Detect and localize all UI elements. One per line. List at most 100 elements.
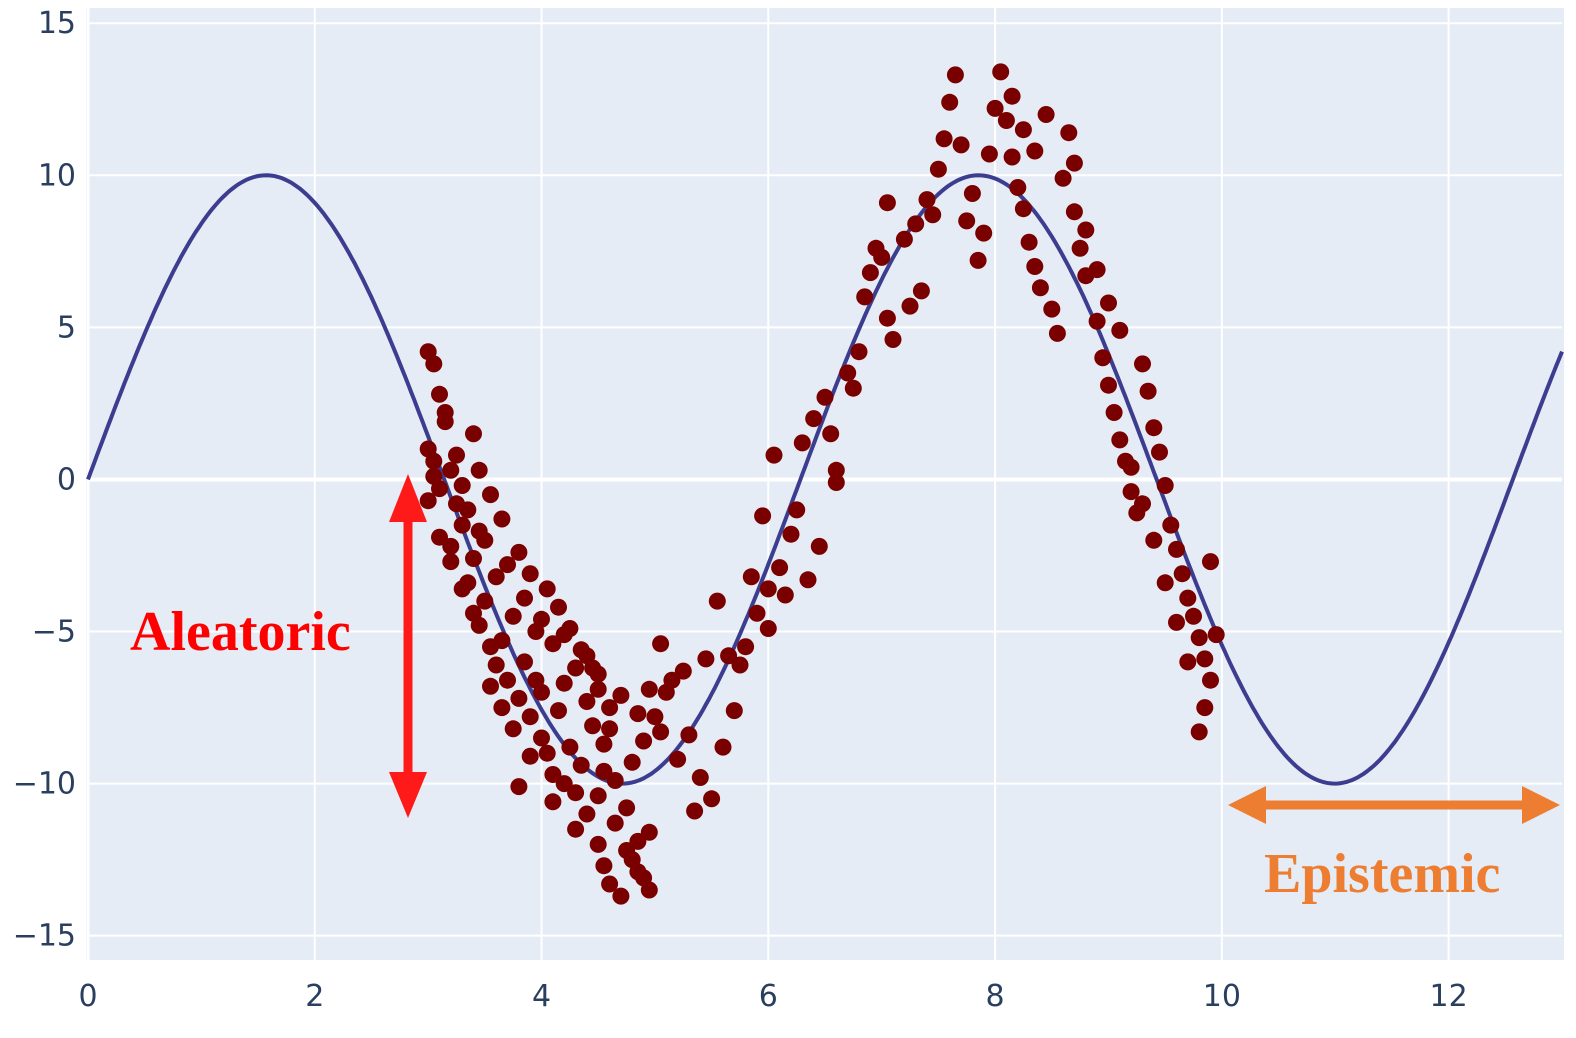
y-tick-label: 5 bbox=[57, 310, 76, 345]
scatter-point bbox=[907, 215, 925, 233]
x-tick-label: 6 bbox=[759, 979, 778, 1014]
scatter-point bbox=[442, 461, 460, 479]
scatter-point bbox=[544, 793, 562, 811]
scatter-point bbox=[652, 723, 670, 741]
scatter-point bbox=[969, 251, 987, 269]
scatter-point bbox=[595, 857, 613, 875]
scatter-point bbox=[493, 632, 511, 650]
scatter-point bbox=[431, 385, 448, 403]
scatter-point bbox=[850, 343, 868, 361]
scatter-point bbox=[521, 747, 539, 765]
scatter-point bbox=[640, 823, 658, 841]
scatter-point bbox=[561, 738, 579, 756]
y-tick-label: −15 bbox=[13, 919, 76, 954]
scatter-point bbox=[510, 689, 528, 707]
scatter-point bbox=[550, 702, 567, 720]
scatter-point bbox=[635, 732, 653, 750]
scatter-point bbox=[1122, 458, 1140, 476]
scatter-point bbox=[748, 604, 766, 622]
scatter-point bbox=[482, 486, 499, 504]
scatter-point bbox=[516, 589, 533, 607]
scatter-point bbox=[606, 814, 624, 832]
scatter-point bbox=[612, 686, 630, 704]
scatter-point bbox=[674, 662, 692, 680]
scatter-point bbox=[765, 446, 783, 464]
scatter-point bbox=[465, 550, 482, 567]
scatter-point bbox=[1020, 233, 1038, 251]
epistemic-annotation: Epistemic bbox=[1228, 786, 1560, 905]
scatter-point bbox=[1145, 419, 1163, 437]
scatter-point bbox=[663, 671, 681, 689]
scatter-point bbox=[1162, 516, 1180, 534]
scatter-point bbox=[595, 762, 613, 780]
scatter-point bbox=[578, 805, 596, 823]
scatter-point bbox=[941, 93, 959, 111]
scatter-point bbox=[442, 537, 460, 555]
aleatoric-arrow-head-up bbox=[389, 474, 427, 522]
scatter-point bbox=[601, 875, 619, 893]
scatter-point bbox=[793, 434, 811, 452]
scatter-point bbox=[1054, 169, 1072, 187]
scatter-point bbox=[425, 467, 443, 485]
scatter-point bbox=[1065, 203, 1083, 221]
scatter-point bbox=[771, 559, 789, 577]
scatter-point bbox=[810, 537, 828, 555]
scatter-point bbox=[799, 571, 817, 589]
scatter-point bbox=[737, 638, 755, 656]
scatter-point bbox=[1179, 653, 1197, 671]
epistemic-arrow-head-left bbox=[1228, 786, 1266, 824]
scatter-point bbox=[1207, 626, 1225, 644]
scatter-point bbox=[1202, 671, 1219, 689]
scatter-point bbox=[731, 656, 749, 674]
scatter-point bbox=[1185, 607, 1202, 625]
scatter-point bbox=[533, 683, 550, 701]
y-axis-ticks: 15 10 5 0 −5 −10 −15 bbox=[13, 6, 76, 953]
scatter-point bbox=[924, 206, 942, 224]
scatter-point bbox=[878, 309, 896, 327]
scatter-point bbox=[510, 778, 528, 796]
scatter-point bbox=[1134, 355, 1151, 373]
sine-curve bbox=[86, 173, 1564, 786]
scatter-point bbox=[459, 501, 477, 519]
aleatoric-arrow-head-down bbox=[389, 772, 427, 818]
scatter-point bbox=[1179, 589, 1197, 607]
scatter-point bbox=[493, 699, 511, 717]
scatter-point bbox=[867, 239, 885, 257]
scatter-point bbox=[1168, 613, 1185, 631]
scatter-point bbox=[958, 212, 976, 230]
y-tick-label: 0 bbox=[57, 462, 76, 497]
scatter-points bbox=[419, 63, 1225, 905]
scatter-point bbox=[1156, 574, 1174, 592]
scatter-point bbox=[487, 656, 505, 674]
epistemic-arrow-head-right bbox=[1522, 786, 1560, 824]
scatter-point bbox=[680, 726, 698, 744]
scatter-point bbox=[946, 66, 964, 84]
scatter-point bbox=[652, 635, 670, 653]
scatter-point bbox=[629, 863, 647, 881]
scatter-point bbox=[997, 112, 1015, 129]
scatter-point bbox=[901, 297, 919, 315]
scatter-point bbox=[1009, 179, 1027, 196]
scatter-point bbox=[550, 598, 567, 616]
scatter-point bbox=[952, 136, 970, 154]
x-tick-label: 10 bbox=[1203, 979, 1241, 1014]
scatter-point bbox=[839, 364, 857, 382]
scatter-point bbox=[1088, 312, 1106, 330]
scatter-point bbox=[856, 288, 874, 306]
scatter-point bbox=[572, 641, 590, 659]
x-axis-ticks: 0 2 4 6 8 10 12 bbox=[78, 979, 1467, 1014]
scatter-point bbox=[470, 522, 488, 540]
scatter-point bbox=[618, 799, 636, 817]
scatter-point bbox=[861, 264, 879, 282]
y-tick-label: 10 bbox=[38, 158, 76, 193]
scatter-point bbox=[510, 543, 528, 561]
scatter-point bbox=[470, 461, 488, 479]
aleatoric-label: Aleatoric bbox=[130, 601, 351, 663]
scatter-point bbox=[572, 756, 590, 774]
scatter-point bbox=[759, 580, 777, 598]
scatter-point bbox=[816, 388, 834, 406]
scatter-point bbox=[1031, 279, 1049, 297]
scatter-point bbox=[1094, 349, 1112, 367]
scatter-point bbox=[561, 620, 579, 637]
